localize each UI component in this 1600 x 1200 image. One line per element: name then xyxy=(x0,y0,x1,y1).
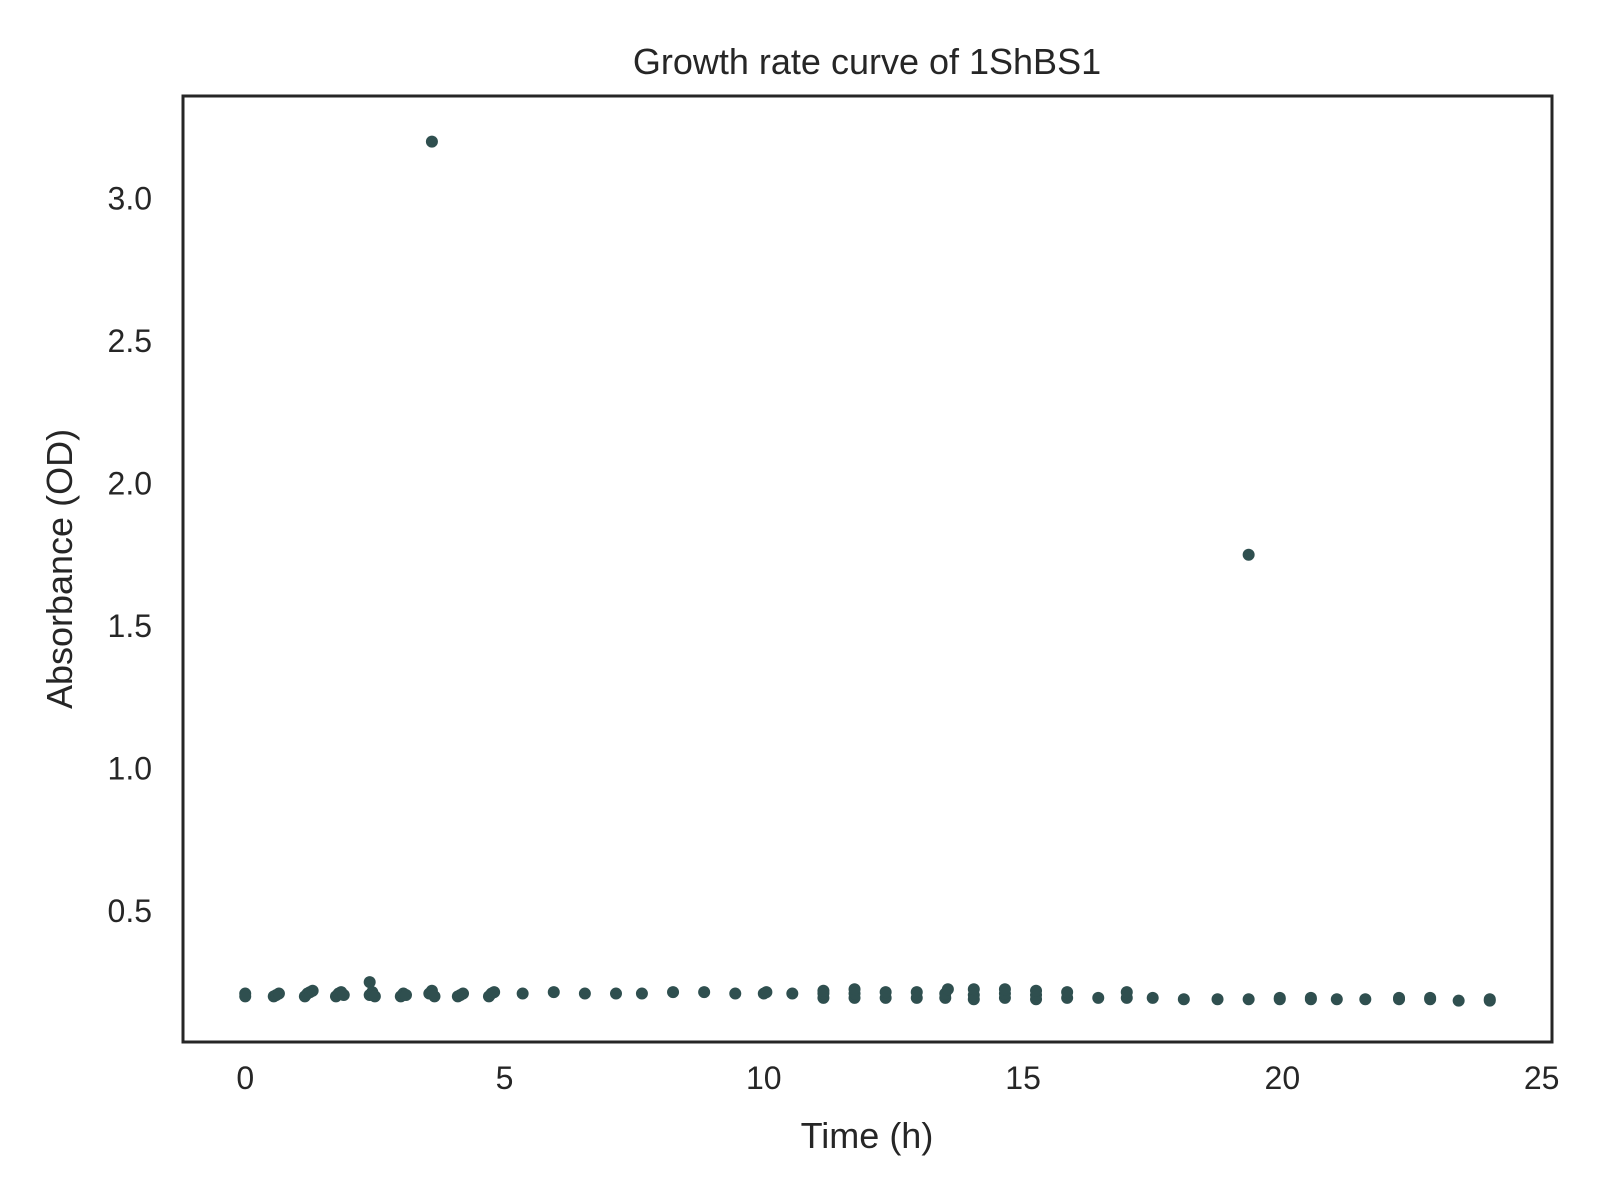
data-point xyxy=(941,983,954,996)
data-point xyxy=(516,987,529,1000)
data-point xyxy=(428,990,441,1003)
data-point xyxy=(1273,991,1286,1004)
data-point xyxy=(425,135,438,148)
data-point xyxy=(1242,993,1255,1006)
data-point xyxy=(1304,991,1317,1004)
data-point xyxy=(967,983,980,996)
data-point xyxy=(698,986,711,999)
data-point xyxy=(667,986,680,999)
data-point xyxy=(337,988,350,1001)
y-tick-label: 2.5 xyxy=(108,323,152,359)
data-point xyxy=(1211,993,1224,1006)
data-point xyxy=(879,986,892,999)
data-point xyxy=(547,986,560,999)
data-point xyxy=(399,988,412,1001)
y-axis-label: Absorbance (OD) xyxy=(39,429,80,709)
y-tick-label: 2.0 xyxy=(108,466,152,502)
data-point xyxy=(998,983,1011,996)
data-point xyxy=(239,990,252,1003)
data-point xyxy=(578,987,591,1000)
data-point xyxy=(272,987,285,1000)
data-point xyxy=(1177,993,1190,1006)
x-axis-label: Time (h) xyxy=(801,1115,934,1156)
chart-title: Growth rate curve of 1ShBS1 xyxy=(633,41,1101,82)
data-point xyxy=(1330,993,1343,1006)
data-point xyxy=(609,987,622,1000)
data-point xyxy=(729,987,742,1000)
data-point xyxy=(910,986,923,999)
data-point xyxy=(1452,994,1465,1007)
x-axis-ticks: 0 5 10 15 20 25 xyxy=(236,1060,1559,1096)
x-tick-label: 25 xyxy=(1524,1060,1560,1096)
data-point xyxy=(1424,991,1437,1004)
data-points xyxy=(239,135,1496,1007)
data-point xyxy=(1242,548,1255,561)
x-tick-label: 10 xyxy=(746,1060,782,1096)
x-tick-label: 0 xyxy=(236,1060,254,1096)
x-tick-label: 15 xyxy=(1005,1060,1041,1096)
y-axis-ticks: 0.5 1.0 1.5 2.0 2.5 3.0 xyxy=(108,181,152,929)
y-tick-label: 0.5 xyxy=(108,893,152,929)
data-point xyxy=(1146,991,1159,1004)
data-point xyxy=(635,987,648,1000)
data-point xyxy=(1483,993,1496,1006)
data-point xyxy=(1120,986,1133,999)
data-point xyxy=(488,986,501,999)
data-point xyxy=(1092,991,1105,1004)
y-tick-label: 3.0 xyxy=(108,181,152,217)
x-tick-label: 5 xyxy=(496,1060,514,1096)
data-point xyxy=(306,984,319,997)
data-point xyxy=(368,990,381,1003)
data-point xyxy=(1061,986,1074,999)
data-point xyxy=(1393,991,1406,1004)
data-point xyxy=(817,984,830,997)
x-tick-label: 20 xyxy=(1265,1060,1301,1096)
data-point xyxy=(457,987,470,1000)
data-point xyxy=(1359,993,1372,1006)
data-point xyxy=(1030,984,1043,997)
data-point xyxy=(786,987,799,1000)
data-point xyxy=(760,986,773,999)
data-point xyxy=(363,976,376,989)
y-tick-label: 1.5 xyxy=(108,608,152,644)
y-tick-label: 1.0 xyxy=(108,750,152,786)
plot-frame xyxy=(181,94,1554,1044)
data-point xyxy=(848,983,861,996)
